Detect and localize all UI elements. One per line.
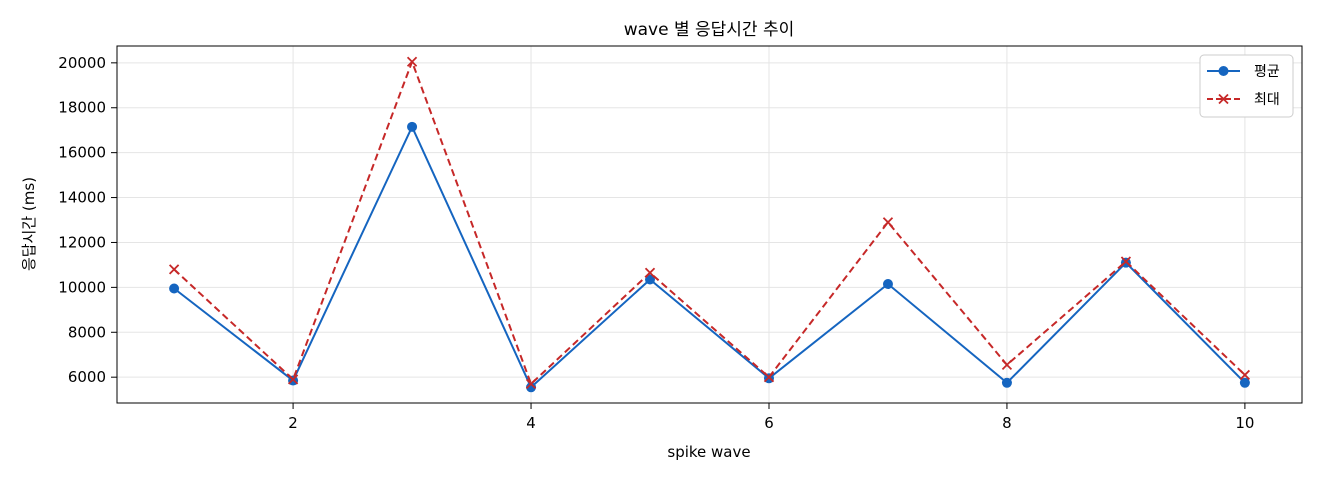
data-point	[1120, 256, 1132, 267]
data-point-stroke-b	[287, 374, 299, 385]
x-tick-label: 10	[1235, 414, 1254, 432]
data-point	[526, 382, 537, 393]
y-tick-label: 6000	[68, 368, 106, 386]
x-tick-label: 2	[288, 414, 298, 432]
x-tick-label: 8	[1002, 414, 1012, 432]
data-point	[1001, 377, 1012, 388]
y-tick-label: 10000	[58, 278, 106, 296]
legend-swatch-marker	[1218, 93, 1229, 105]
data-point	[1239, 369, 1251, 381]
grid-lines	[117, 46, 1302, 403]
y-tick-label: 18000	[58, 99, 106, 117]
data-point	[763, 372, 775, 383]
data-point-stroke-b	[525, 378, 537, 390]
data-point-stroke-b	[644, 267, 656, 278]
data-point-stroke-b	[1239, 369, 1251, 381]
data-point	[882, 217, 894, 228]
series-line	[173, 125, 1246, 389]
data-point	[287, 374, 299, 385]
x-tick-label: 6	[764, 414, 774, 432]
x-axis-label: spike wave	[667, 443, 750, 461]
y-tick-label: 14000	[58, 189, 106, 207]
data-point-stroke-b	[1120, 256, 1132, 267]
data-point-stroke-b	[1001, 359, 1013, 370]
y-tick-label: 20000	[58, 54, 106, 72]
plot-frame	[116, 45, 1303, 404]
series-line	[173, 60, 1246, 385]
y-tick-label: 16000	[58, 144, 106, 162]
data-point	[406, 56, 418, 67]
legend-swatch-marker	[1218, 66, 1229, 76]
data-point	[1239, 377, 1250, 388]
data-point	[169, 283, 180, 294]
legend-entry-label: 평균	[1254, 64, 1280, 80]
legend-swatch-marker-stroke-b	[1218, 93, 1229, 105]
y-axis-label: 응답시간 (ms)	[20, 177, 38, 271]
legend-entry-label: 최대	[1254, 92, 1280, 108]
data-point-stroke-b	[763, 372, 775, 383]
data-point	[407, 121, 418, 132]
data-point	[168, 264, 180, 275]
data-point	[882, 279, 893, 289]
chart-title: wave 별 응답시간 추이	[624, 20, 795, 40]
series-2	[168, 56, 1251, 390]
data-point	[1001, 359, 1013, 370]
data-point	[525, 378, 537, 390]
y-axis-ticks: 6000 8000 10000 12000 14000 16000 18000 20000	[58, 54, 117, 386]
data-point-stroke-b	[168, 264, 180, 275]
series-layer	[168, 56, 1251, 393]
x-axis-ticks: 2 4 6 8 10	[288, 403, 1254, 432]
data-point-stroke-b	[406, 56, 418, 67]
data-point-stroke-b	[882, 217, 894, 228]
data-point	[644, 267, 656, 278]
y-tick-label: 12000	[58, 233, 106, 251]
y-tick-label: 8000	[68, 323, 106, 341]
x-tick-label: 4	[526, 414, 536, 432]
data-point	[645, 274, 656, 285]
